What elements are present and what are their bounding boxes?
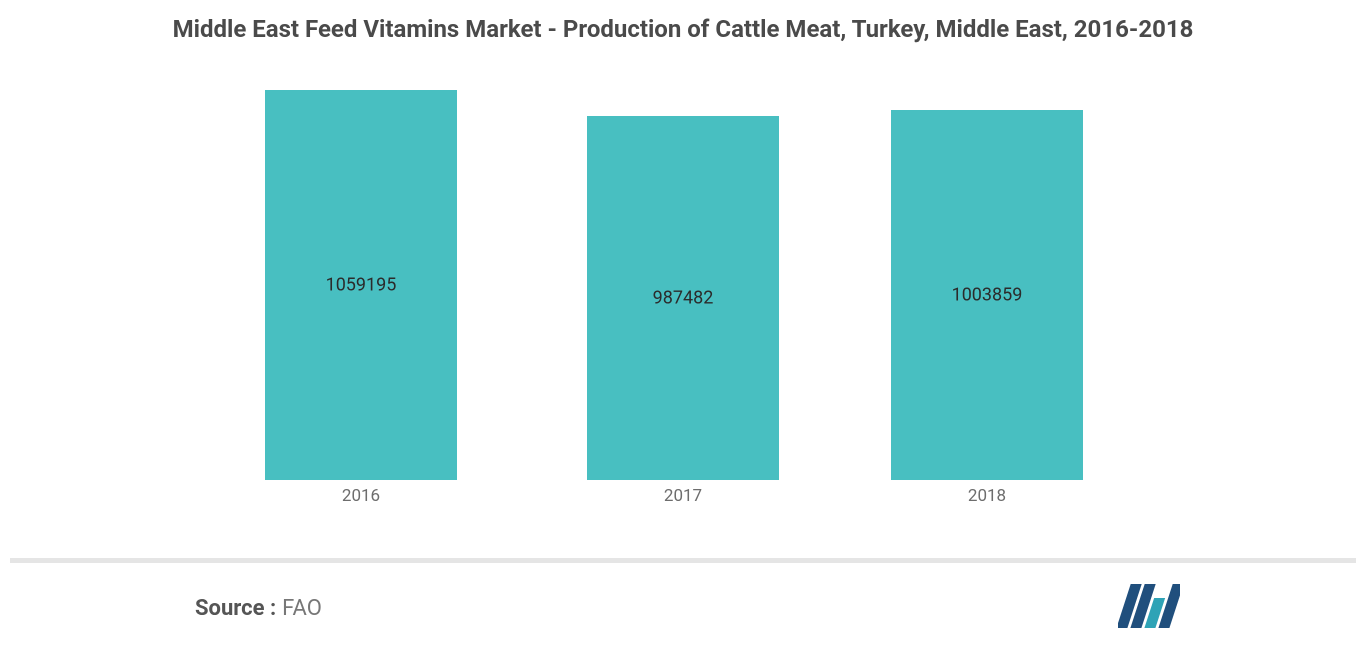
chart-title: Middle East Feed Vitamins Market - Produ… <box>0 14 1366 44</box>
bar-2016: 1059195 <box>265 90 457 480</box>
source-line: Source : FAO <box>195 596 322 621</box>
bar-2017: 987482 <box>587 116 779 480</box>
category-label-2017: 2017 <box>583 486 783 506</box>
source-label: Source : <box>195 596 276 621</box>
bar-value-2018: 1003859 <box>891 285 1083 306</box>
brand-logo <box>1118 580 1180 628</box>
plot-area: 1059195 987482 1003859 <box>0 90 1366 480</box>
chart-frame: Middle East Feed Vitamins Market - Produ… <box>0 0 1366 655</box>
footer-separator <box>10 558 1356 563</box>
category-label-2016: 2016 <box>261 486 461 506</box>
bar-2018: 1003859 <box>891 110 1083 480</box>
source-value: FAO <box>282 596 322 621</box>
category-label-2018: 2018 <box>887 486 1087 506</box>
bar-value-2016: 1059195 <box>265 275 457 296</box>
bar-value-2017: 987482 <box>587 288 779 309</box>
